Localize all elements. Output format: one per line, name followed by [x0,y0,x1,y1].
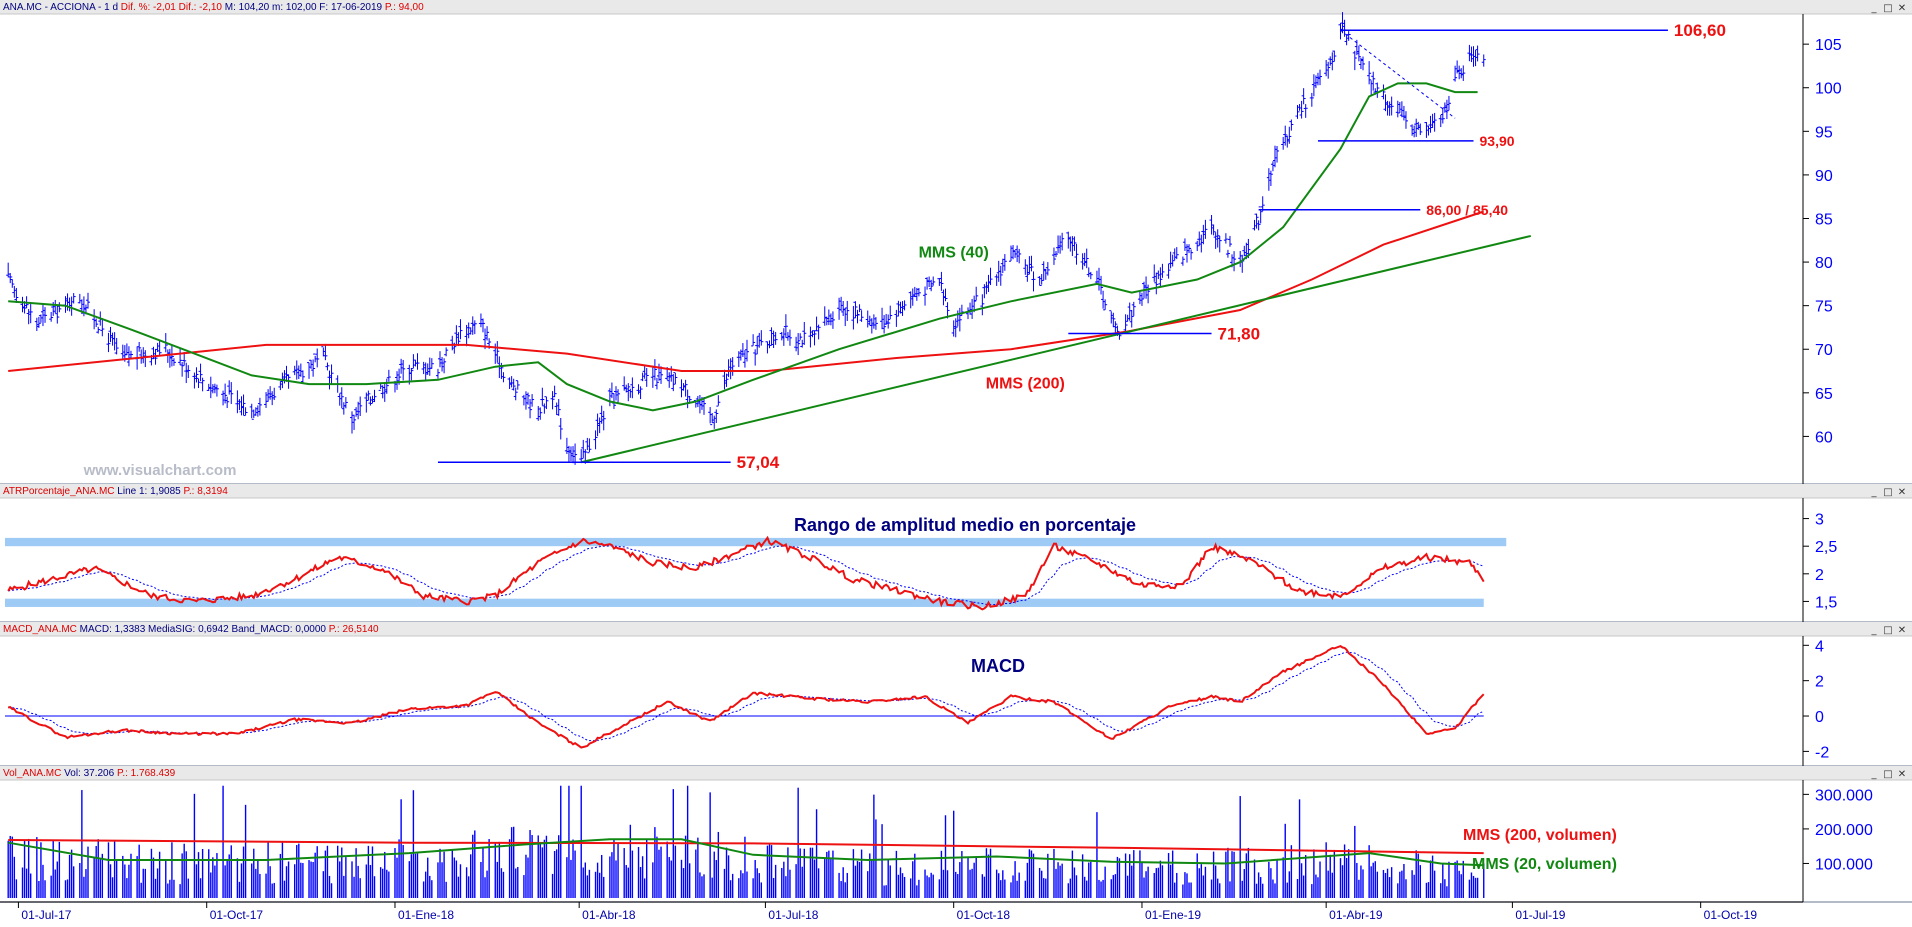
header-field: m: 102,00 [269,2,317,13]
x-axis-tick-label: 01-Abr-18 [582,908,636,922]
maximize-icon: □ [1883,625,1892,636]
text-layer: ANA.MC - ACCIONA - 1 d Dif. %: -2,01 Dif… [3,2,1906,922]
header-field: P.: 1.768.439 [114,768,175,779]
atr-axis-tick-label: 2,5 [1815,539,1837,556]
price-level-label: 71,80 [1218,325,1261,344]
atr-band [5,598,1484,607]
header-field: F: 17-06-2019 [317,2,383,13]
x-axis-tick-label: 01-Jul-17 [21,908,71,922]
header-field: Dif.: -2,10 [176,2,223,13]
volume-annotation: MMS (20, volumen) [1472,856,1617,873]
price-axis-tick-label: 75 [1815,299,1833,316]
header-field: P.: 26,5140 [326,624,379,635]
header-field: M: 104,20 [222,2,270,13]
macd-axis-tick-label: -2 [1815,744,1829,761]
price-axis-tick-label: 95 [1815,124,1833,141]
volume-axis-tick-label: 200.000 [1815,822,1873,839]
panel-header-bar [0,622,1912,636]
atr-axis-tick-label: 2 [1815,567,1824,584]
panel-header-bar [0,484,1912,498]
volume-axis-tick-label: 100.000 [1815,856,1873,873]
header-field: Line 1: 1,9085 [115,486,182,497]
header-field: ATRPorcentaje_ANA.MC [3,486,115,497]
header-field: Dif. %: -2,01 [118,2,176,13]
macd-axis-tick-label: 4 [1815,638,1824,655]
panel-header-text: ATRPorcentaje_ANA.MC Line 1: 1,9085 P.: … [3,486,228,497]
price-level-label: 93,90 [1480,133,1515,149]
minimize-icon: _ [1871,487,1878,498]
mms40-line [8,82,1478,412]
close-icon: ✕ [1898,487,1906,498]
maximize-icon: □ [1883,3,1892,14]
x-axis-tick-label: 01-Oct-17 [210,908,264,922]
minimize-icon: _ [1871,3,1878,14]
panel-header-bar [0,0,1912,14]
mms200-line [8,210,1485,372]
x-axis-tick-label: 01-Jul-18 [768,908,818,922]
header-field: MediaSIG: 0,6942 [145,624,229,635]
ma-annotation: MMS (40) [919,245,989,262]
resistance-trendline [1340,29,1456,119]
header-field: Vol_ANA.MC [3,768,61,779]
macd-axis-tick-label: 2 [1815,674,1824,691]
x-axis-tick-label: 01-Ene-18 [398,908,454,922]
volume-mms200-line [8,839,1484,855]
atr-axis-tick-label: 3 [1815,512,1824,529]
header-field: Vol: 37.206 [61,768,114,779]
header-field: ANA.MC - ACCIONA - 1 d [3,2,118,13]
price-level-label: 106,60 [1674,21,1726,40]
volume-annotation: MMS (200, volumen) [1463,827,1617,844]
close-icon: ✕ [1898,3,1906,14]
price-axis-tick-label: 60 [1815,429,1833,446]
data-layer [5,12,1668,898]
close-icon: ✕ [1898,769,1906,780]
price-axis-tick-label: 70 [1815,342,1833,359]
price-axis-tick-label: 85 [1815,211,1833,228]
panel-header-bar [0,766,1912,780]
atr-line [7,535,1485,611]
ma-annotation: MMS (200) [986,375,1065,392]
panel-header-text: Vol_ANA.MC Vol: 37.206 P.: 1.768.439 [3,768,176,779]
volume-axis-tick-label: 300.000 [1815,787,1873,804]
x-axis-tick-label: 01-Jul-19 [1515,908,1565,922]
minimize-icon: _ [1871,769,1878,780]
header-field: Band_MACD: 0,0000 [229,624,327,635]
x-axis-tick-label: 01-Ene-19 [1145,908,1201,922]
price-axis-tick-label: 65 [1815,386,1833,403]
header-field: P.: 94,00 [382,2,424,13]
macd-axis-tick-label: 0 [1815,709,1824,726]
atr-panel-title: Rango de amplitud medio en porcentaje [794,515,1136,535]
support-trendline [580,234,1532,464]
macd-line [8,644,1485,749]
maximize-icon: □ [1883,769,1892,780]
header-field: P.: 8,3194 [181,486,229,497]
panels-layer [0,0,1912,908]
header-field: MACD_ANA.MC [3,624,77,635]
atr-axis-tick-label: 1,5 [1815,594,1837,611]
price-axis-tick-label: 100 [1815,81,1842,98]
macd-panel-title: MACD [971,656,1025,676]
close-icon: ✕ [1898,625,1906,636]
price-axis-tick-label: 90 [1815,168,1833,185]
panel-header-text: MACD_ANA.MC MACD: 1,3383 MediaSIG: 0,694… [3,624,379,635]
macd-signal-line [8,651,1484,742]
header-field: MACD: 1,3383 [77,624,146,635]
x-axis-tick-label: 01-Oct-19 [1704,908,1758,922]
price-level-label: 57,04 [737,453,780,472]
watermark: www.visualchart.com [83,462,237,479]
x-axis-tick-label: 01-Oct-18 [957,908,1011,922]
price-level-label: 86,00 / 85,40 [1426,202,1508,218]
price-axis-tick-label: 80 [1815,255,1833,272]
atr-band [5,537,1507,547]
price-axis-tick-label: 105 [1815,37,1842,54]
maximize-icon: □ [1883,487,1892,498]
x-axis-tick-label: 01-Abr-19 [1329,908,1383,922]
volume-mms20-line [8,838,1484,867]
panel-header-text: ANA.MC - ACCIONA - 1 d Dif. %: -2,01 Dif… [3,2,424,13]
minimize-icon: _ [1871,625,1878,636]
